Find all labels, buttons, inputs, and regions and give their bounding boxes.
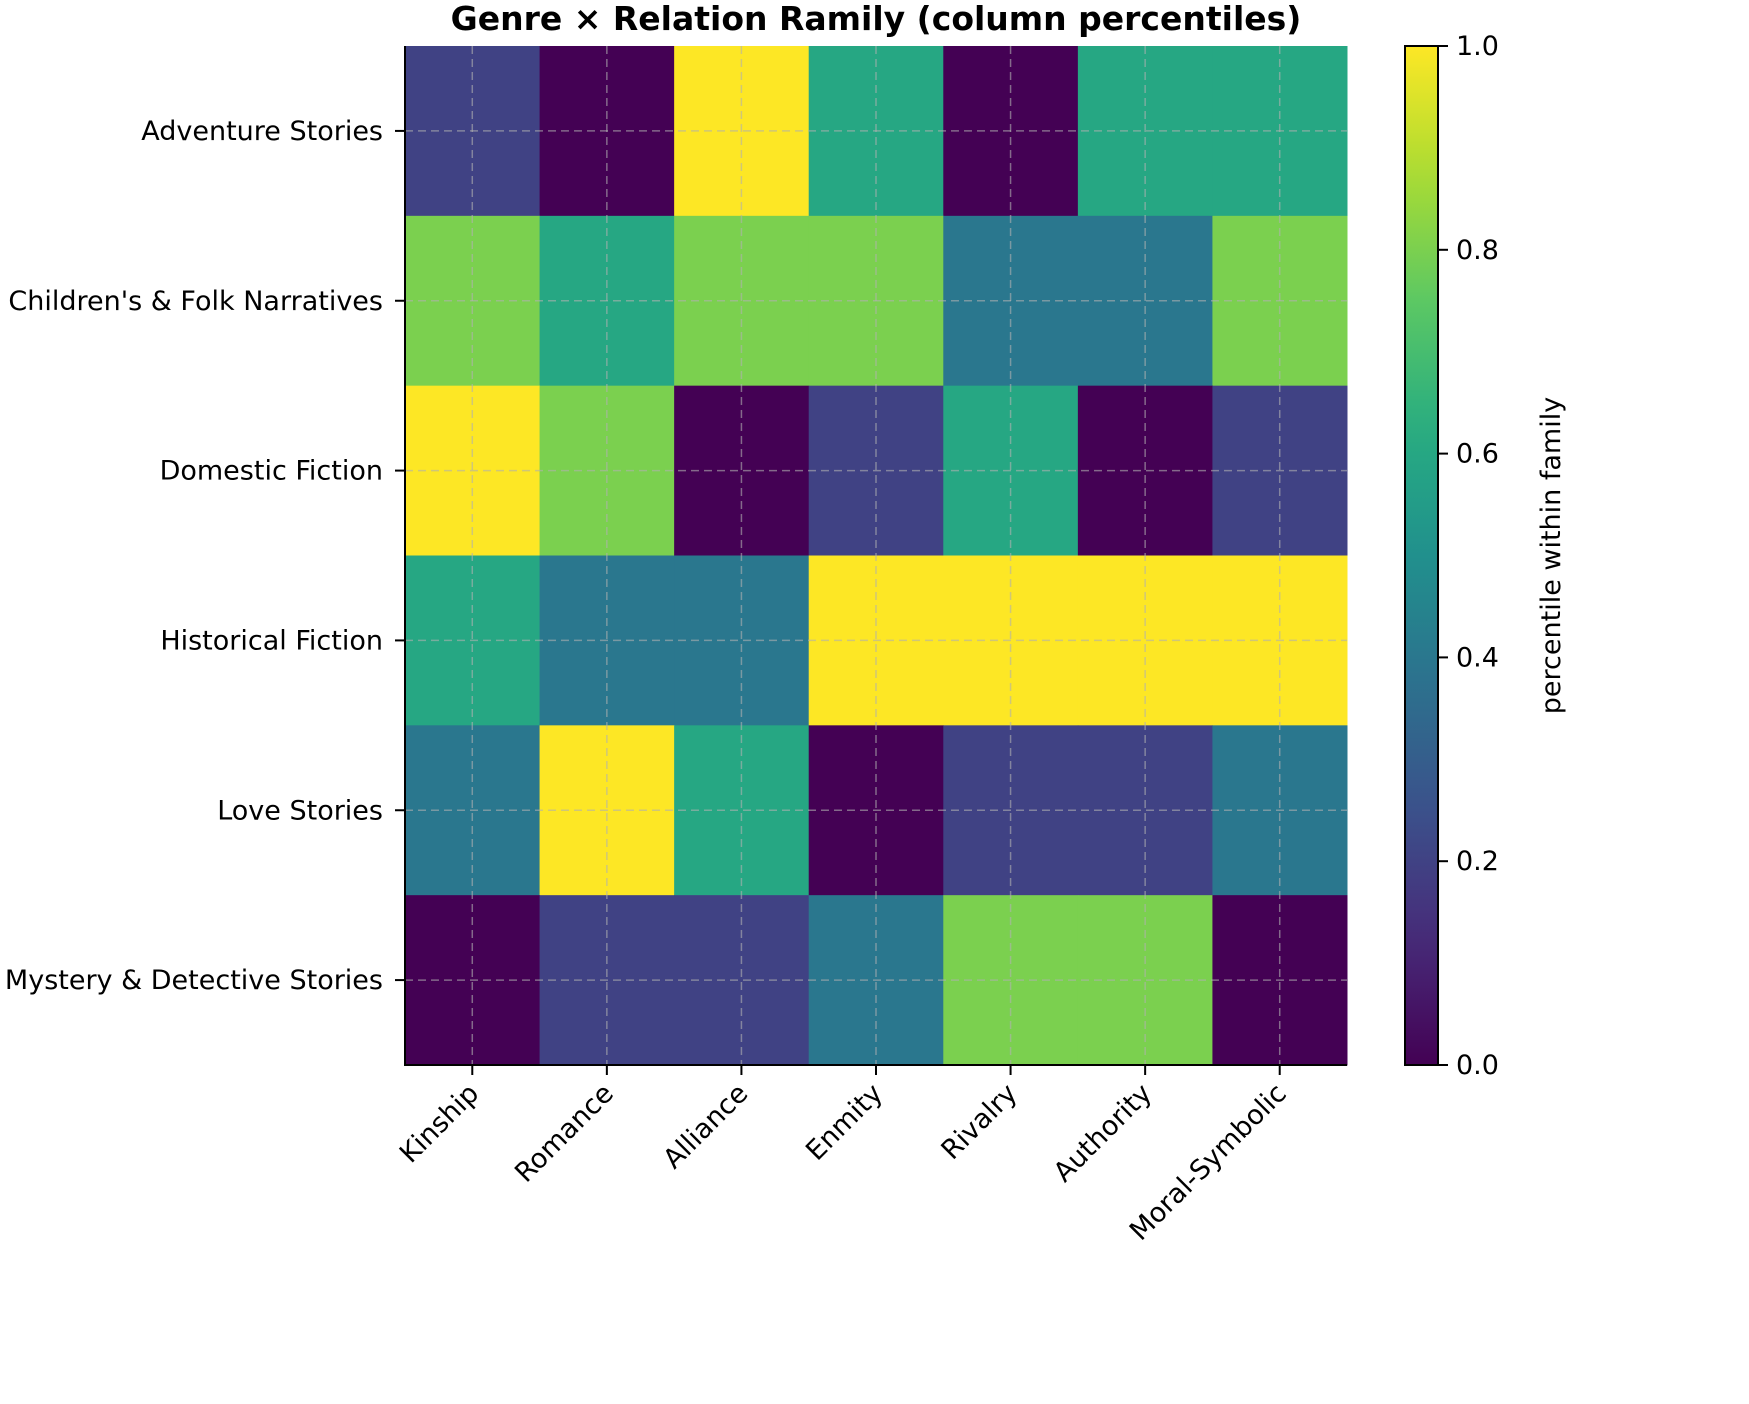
colorbar-tick-label: 0.4 [1456,642,1499,673]
x-tick-label: Enmity [800,1078,889,1167]
y-tick-label: Domestic Fiction [160,456,383,487]
colorbar-label: percentile within family [1536,397,1567,714]
colorbar-tick-label: 1.0 [1456,31,1499,62]
chart-title: Genre × Relation Ramily (column percenti… [451,0,1302,38]
colorbar-tick-label: 0.8 [1456,235,1499,266]
x-tick-label: Authority [1048,1078,1158,1188]
y-tick-label: Love Stories [217,795,383,826]
y-tick-label: Historical Fiction [160,625,383,656]
x-tick-label: Romance [509,1078,620,1189]
x-tick-label: Alliance [657,1078,754,1175]
colorbar-tick-label: 0.0 [1456,1050,1499,1081]
y-tick-label: Adventure Stories [141,116,383,147]
y-tick-label: Mystery & Detective Stories [5,965,383,996]
x-tick-label: Rivalry [936,1078,1024,1166]
x-tick-label: Kinship [394,1078,485,1169]
y-tick-label: Children's & Folk Narratives [8,286,383,317]
colorbar [1404,45,1439,1066]
colorbar-tick-label: 0.6 [1456,439,1499,470]
colorbar-tick-label: 0.2 [1456,846,1499,877]
